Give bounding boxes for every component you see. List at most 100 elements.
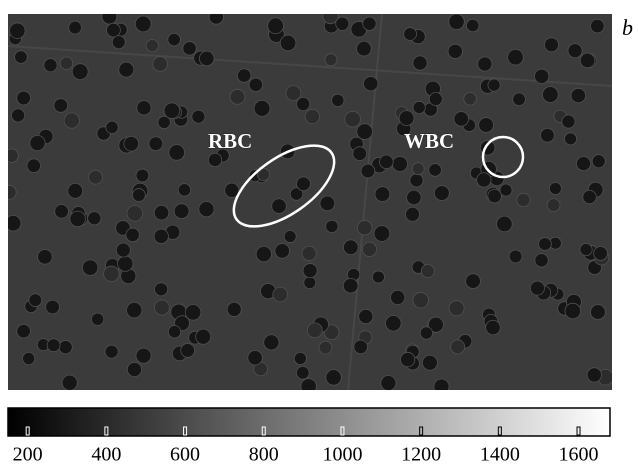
cell bbox=[304, 108, 320, 125]
cell bbox=[409, 173, 424, 188]
cell bbox=[499, 183, 513, 197]
cell bbox=[248, 77, 264, 92]
cell bbox=[363, 76, 379, 92]
cell bbox=[477, 56, 493, 72]
cell bbox=[168, 144, 185, 161]
micrograph: RBC WBC bbox=[8, 14, 612, 390]
cell bbox=[285, 85, 302, 101]
cell bbox=[45, 299, 60, 315]
cell bbox=[561, 114, 576, 129]
cell bbox=[380, 375, 397, 390]
cell bbox=[191, 109, 206, 124]
cell bbox=[300, 378, 317, 390]
cell bbox=[61, 374, 78, 390]
cell bbox=[427, 316, 444, 333]
cell bbox=[103, 265, 120, 283]
cell bbox=[272, 286, 288, 303]
cell bbox=[398, 110, 415, 126]
cell bbox=[88, 169, 103, 185]
cell bbox=[126, 361, 142, 378]
cell bbox=[148, 136, 164, 152]
cell bbox=[420, 264, 435, 278]
cell bbox=[167, 325, 182, 339]
cell bbox=[69, 210, 86, 228]
cell bbox=[379, 154, 394, 170]
cell bbox=[105, 120, 119, 134]
cell bbox=[412, 55, 428, 71]
tick-label: 800 bbox=[249, 444, 279, 466]
annotation-label: RBC bbox=[208, 129, 252, 153]
cell bbox=[512, 92, 526, 107]
cell bbox=[207, 152, 223, 168]
cell bbox=[11, 108, 26, 123]
cell bbox=[412, 100, 426, 115]
cell bbox=[91, 312, 105, 326]
cell bbox=[87, 211, 102, 226]
cell bbox=[53, 98, 69, 113]
cell bbox=[16, 90, 32, 106]
cell bbox=[335, 16, 350, 31]
cell bbox=[8, 148, 19, 163]
cell bbox=[256, 167, 271, 182]
cell bbox=[564, 132, 578, 146]
cell bbox=[271, 198, 287, 214]
cell bbox=[564, 302, 582, 320]
cell bbox=[419, 326, 434, 340]
tick-label: 200 bbox=[13, 444, 43, 466]
cell bbox=[29, 134, 46, 152]
cell bbox=[352, 146, 368, 161]
cell bbox=[247, 350, 263, 366]
cell bbox=[104, 344, 119, 359]
cell bbox=[177, 183, 192, 197]
cell bbox=[356, 220, 373, 236]
cell bbox=[163, 102, 181, 119]
cell bbox=[118, 61, 135, 78]
cell bbox=[229, 89, 246, 105]
cell bbox=[173, 203, 190, 220]
tick-label: 1400 bbox=[480, 444, 520, 466]
cell bbox=[8, 184, 17, 200]
cell bbox=[448, 14, 465, 30]
cell bbox=[153, 205, 170, 221]
cell bbox=[344, 110, 361, 128]
cell bbox=[22, 351, 36, 366]
cell bbox=[255, 246, 272, 263]
cell bbox=[590, 18, 605, 34]
cell bbox=[374, 186, 391, 202]
cell bbox=[360, 163, 376, 179]
cell bbox=[412, 292, 429, 309]
cell bbox=[465, 273, 481, 289]
colorbar bbox=[7, 407, 611, 437]
cell bbox=[478, 117, 494, 133]
cell bbox=[433, 378, 450, 390]
cell bbox=[154, 282, 169, 297]
cell bbox=[106, 22, 121, 38]
cell bbox=[16, 323, 31, 339]
cell bbox=[136, 100, 152, 116]
cell bbox=[184, 304, 202, 321]
cell bbox=[318, 340, 333, 355]
cell bbox=[46, 338, 61, 353]
cell bbox=[590, 304, 606, 320]
cell bbox=[485, 319, 501, 336]
cell bbox=[567, 43, 583, 59]
cell bbox=[8, 214, 22, 232]
tick-mark bbox=[261, 426, 266, 436]
cell bbox=[540, 127, 555, 143]
cell bbox=[289, 187, 304, 201]
cell bbox=[279, 34, 297, 52]
cell bbox=[516, 192, 531, 208]
cell bbox=[145, 39, 159, 53]
cell bbox=[450, 339, 466, 355]
cell bbox=[63, 112, 80, 129]
tick-mark bbox=[497, 426, 502, 436]
cell bbox=[154, 299, 170, 316]
cell bbox=[135, 347, 152, 364]
cell bbox=[331, 93, 345, 108]
cell bbox=[371, 270, 385, 284]
cell bbox=[548, 182, 562, 196]
cell bbox=[324, 53, 338, 67]
cell bbox=[267, 17, 284, 35]
cell bbox=[157, 115, 171, 130]
cell bbox=[322, 14, 339, 25]
